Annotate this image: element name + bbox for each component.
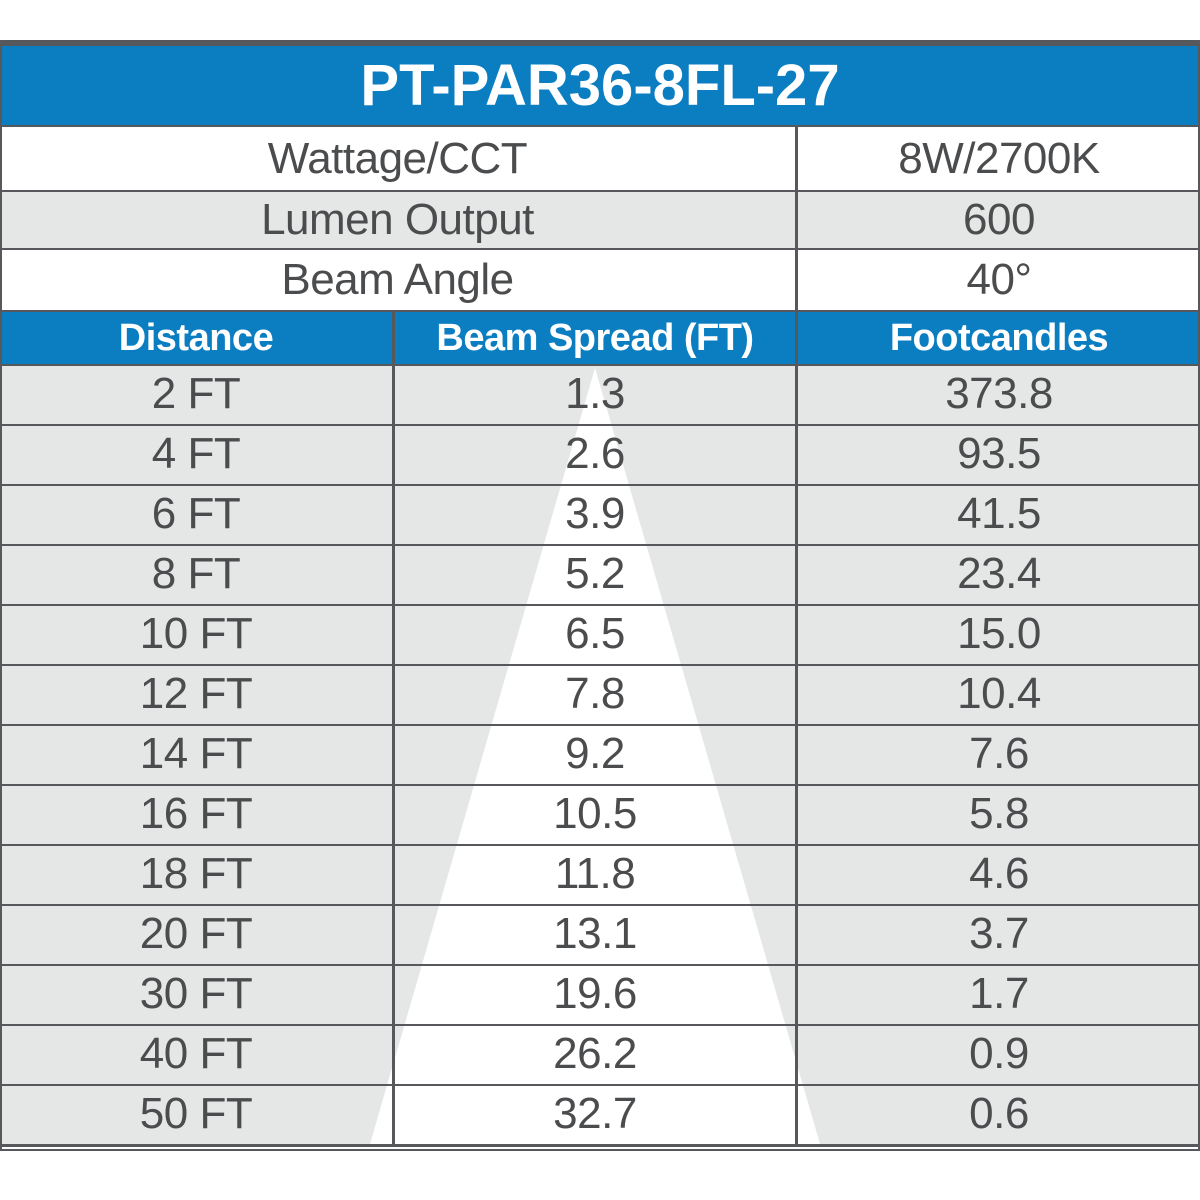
distance-cell: 4 FT: [151, 429, 241, 478]
beam-spread-cell: 7.8: [565, 669, 625, 718]
beam-spread-cell: 19.6: [553, 969, 637, 1018]
distance-cell: 6 FT: [151, 489, 241, 538]
beam-angle-value: 40°: [966, 255, 1032, 304]
footcandles-cell: 93.5: [957, 429, 1041, 478]
beam-spread-cell: 5.2: [565, 549, 625, 598]
product-model-title: PT-PAR36-8FL-27: [360, 52, 840, 118]
distance-cell: 50 FT: [139, 1089, 253, 1138]
beam-angle-label: Beam Angle: [281, 255, 514, 304]
beam-spread-cell: 3.9: [565, 489, 625, 538]
distance-cell: 8 FT: [151, 549, 241, 598]
wattage-value: 8W/2700K: [898, 133, 1100, 183]
column-header-background: [0, 312, 1200, 364]
distance-cell: 2 FT: [151, 369, 241, 418]
title-bar-background: [0, 46, 1200, 125]
footcandles-cell: 373.8: [945, 369, 1053, 418]
lumen-output-value: 600: [963, 195, 1035, 244]
beam-spread-column-header: Beam Spread (FT): [436, 317, 754, 359]
footcandles-cell: 1.7: [969, 969, 1029, 1018]
footcandles-cell: 5.8: [969, 789, 1029, 838]
distance-cell: 16 FT: [139, 789, 253, 838]
distance-cell: 12 FT: [139, 669, 253, 718]
footcandles-cell: 10.4: [957, 669, 1041, 718]
beam-spread-cell: 9.2: [565, 729, 625, 778]
distance-cell: 20 FT: [139, 909, 253, 958]
footcandles-cell: 0.6: [969, 1089, 1029, 1138]
distance-column-header: Distance: [118, 317, 274, 359]
footcandles-cell: 15.0: [957, 609, 1041, 658]
beam-spread-cell: 26.2: [553, 1029, 637, 1078]
lumen-row-background: [0, 190, 1200, 248]
footcandles-cell: 41.5: [957, 489, 1041, 538]
beam-spread-cell: 1.3: [565, 369, 625, 418]
distance-cell: 10 FT: [139, 609, 253, 658]
distance-cell: 18 FT: [139, 849, 253, 898]
footcandles-cell: 3.7: [969, 909, 1029, 958]
beam-spread-cell: 13.1: [553, 909, 637, 958]
lumen-output-label: Lumen Output: [261, 195, 534, 244]
footcandles-cell: 23.4: [957, 549, 1041, 598]
footcandles-column-header: Footcandles: [889, 317, 1109, 359]
distance-cell: 40 FT: [139, 1029, 253, 1078]
footcandles-cell: 4.6: [969, 849, 1029, 898]
footcandles-cell: 0.9: [969, 1029, 1029, 1078]
beam-spread-cell: 32.7: [553, 1089, 637, 1138]
beam-spread-cell: 6.5: [565, 609, 625, 658]
distance-cell: 14 FT: [139, 729, 253, 778]
wattage-label: Wattage/CCT: [267, 133, 528, 183]
footcandles-cell: 7.6: [969, 729, 1029, 778]
distance-cell: 30 FT: [139, 969, 253, 1018]
beam-spread-cell: 2.6: [565, 429, 625, 478]
beam-spread-cell: 11.8: [554, 849, 636, 898]
beam-spread-cell: 10.5: [553, 789, 637, 838]
